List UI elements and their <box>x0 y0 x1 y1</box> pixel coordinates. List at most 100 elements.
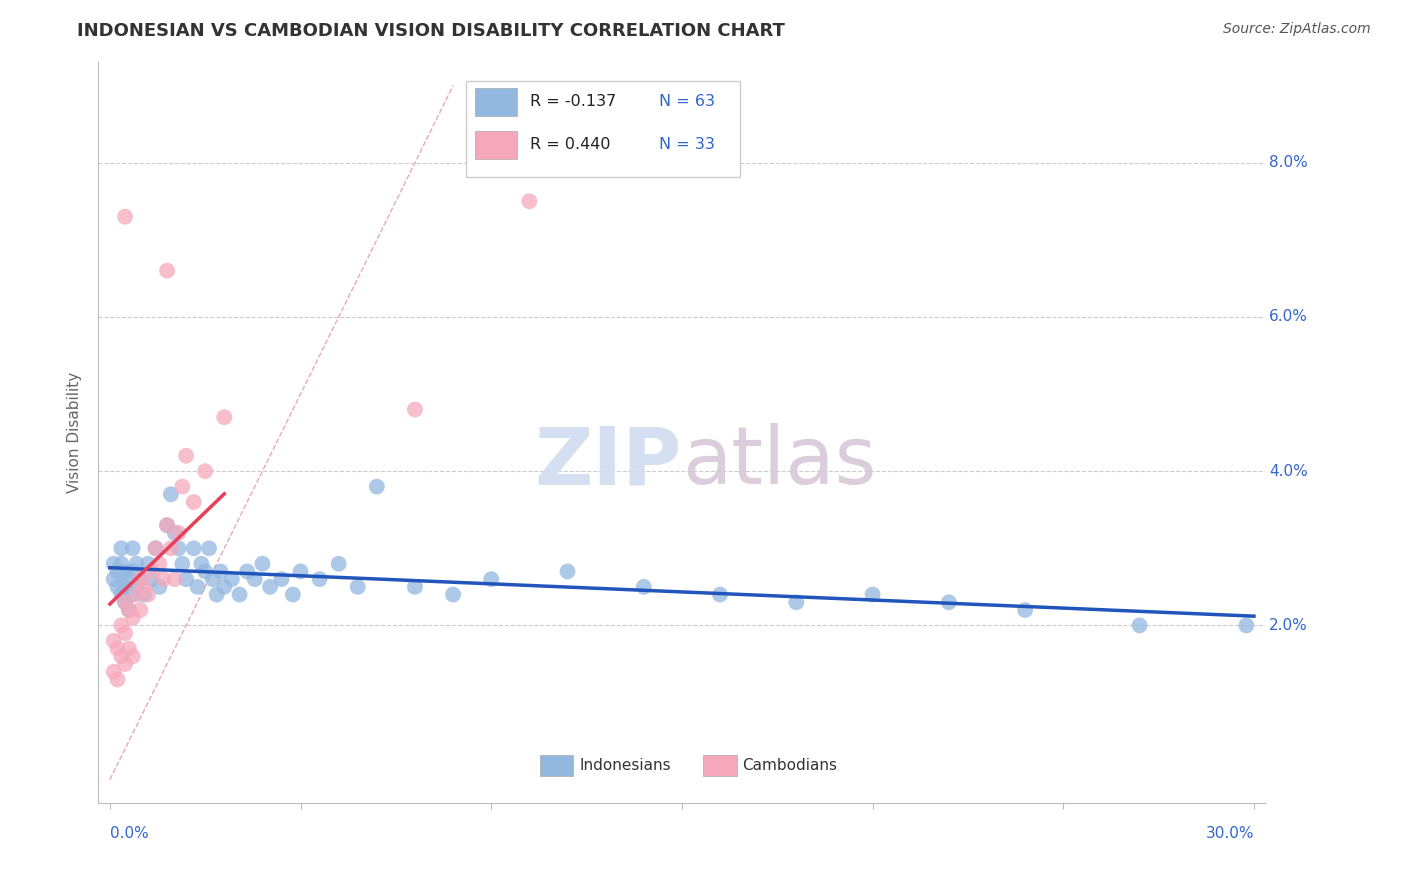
Point <box>1128 618 1150 632</box>
Point <box>281 588 304 602</box>
Point <box>174 449 197 463</box>
Point <box>118 572 141 586</box>
Point <box>134 588 156 602</box>
Point <box>103 665 125 679</box>
Text: N = 33: N = 33 <box>658 137 714 153</box>
Point <box>129 603 152 617</box>
Point <box>243 572 266 586</box>
Point <box>125 580 148 594</box>
FancyBboxPatch shape <box>475 88 517 117</box>
Point <box>290 565 312 579</box>
Point <box>214 410 236 425</box>
Point <box>270 572 292 586</box>
Point <box>141 572 163 586</box>
Point <box>183 495 205 509</box>
Point <box>114 210 136 224</box>
Point <box>114 595 136 609</box>
Point <box>633 580 655 594</box>
Text: 8.0%: 8.0% <box>1270 155 1308 170</box>
Point <box>156 263 179 277</box>
Text: R = 0.440: R = 0.440 <box>530 137 610 153</box>
Point <box>1234 618 1257 632</box>
Point <box>404 580 426 594</box>
Point <box>110 649 132 664</box>
Point <box>134 580 156 594</box>
Point <box>114 595 136 609</box>
Point <box>160 487 183 501</box>
Point <box>938 595 960 609</box>
Text: INDONESIAN VS CAMBODIAN VISION DISABILITY CORRELATION CHART: INDONESIAN VS CAMBODIAN VISION DISABILIT… <box>77 22 785 40</box>
Point <box>118 641 141 656</box>
Point <box>103 557 125 571</box>
Y-axis label: Vision Disability: Vision Disability <box>67 372 83 493</box>
Point <box>110 541 132 556</box>
Point <box>121 565 143 579</box>
Point <box>136 557 159 571</box>
Point <box>479 572 502 586</box>
Point <box>252 557 274 571</box>
Point <box>103 633 125 648</box>
Point <box>121 649 143 664</box>
Point <box>187 580 209 594</box>
Point <box>125 588 148 602</box>
Point <box>214 580 236 594</box>
Point <box>148 557 170 571</box>
Text: Indonesians: Indonesians <box>579 758 671 773</box>
Text: 6.0%: 6.0% <box>1270 310 1308 325</box>
Point <box>785 595 807 609</box>
Point <box>118 603 141 617</box>
Point <box>404 402 426 417</box>
Text: Source: ZipAtlas.com: Source: ZipAtlas.com <box>1223 22 1371 37</box>
Text: 4.0%: 4.0% <box>1270 464 1308 479</box>
Point <box>152 572 174 586</box>
Point <box>183 541 205 556</box>
Point <box>110 588 132 602</box>
Point <box>194 464 217 478</box>
Point <box>172 557 194 571</box>
Point <box>114 580 136 594</box>
Point <box>557 565 579 579</box>
Point <box>148 580 170 594</box>
Text: 2.0%: 2.0% <box>1270 618 1308 633</box>
Text: 30.0%: 30.0% <box>1205 826 1254 841</box>
Point <box>328 557 350 571</box>
Point <box>346 580 368 594</box>
Point <box>160 541 183 556</box>
FancyBboxPatch shape <box>703 755 737 776</box>
Point <box>172 480 194 494</box>
Text: N = 63: N = 63 <box>658 95 714 109</box>
Point <box>156 518 179 533</box>
Point <box>167 541 190 556</box>
Point <box>163 525 186 540</box>
Point <box>129 572 152 586</box>
Point <box>194 565 217 579</box>
Point <box>205 588 228 602</box>
Point <box>129 572 152 586</box>
Point <box>110 618 132 632</box>
Point <box>221 572 243 586</box>
Point <box>114 657 136 671</box>
Point <box>103 572 125 586</box>
Point <box>110 557 132 571</box>
Point <box>107 673 129 687</box>
Point <box>441 588 464 602</box>
Point <box>308 572 330 586</box>
Point <box>236 565 259 579</box>
Point <box>107 580 129 594</box>
Text: Cambodians: Cambodians <box>742 758 838 773</box>
Text: ZIP: ZIP <box>534 423 682 501</box>
Point <box>121 588 143 602</box>
Point <box>190 557 212 571</box>
FancyBboxPatch shape <box>475 131 517 160</box>
Text: atlas: atlas <box>682 423 876 501</box>
Point <box>198 541 221 556</box>
Point <box>228 588 250 602</box>
Point <box>163 572 186 586</box>
Point <box>136 588 159 602</box>
Point <box>121 611 143 625</box>
Point <box>114 565 136 579</box>
FancyBboxPatch shape <box>465 81 741 178</box>
Point <box>145 541 167 556</box>
Point <box>118 603 141 617</box>
Point <box>107 641 129 656</box>
